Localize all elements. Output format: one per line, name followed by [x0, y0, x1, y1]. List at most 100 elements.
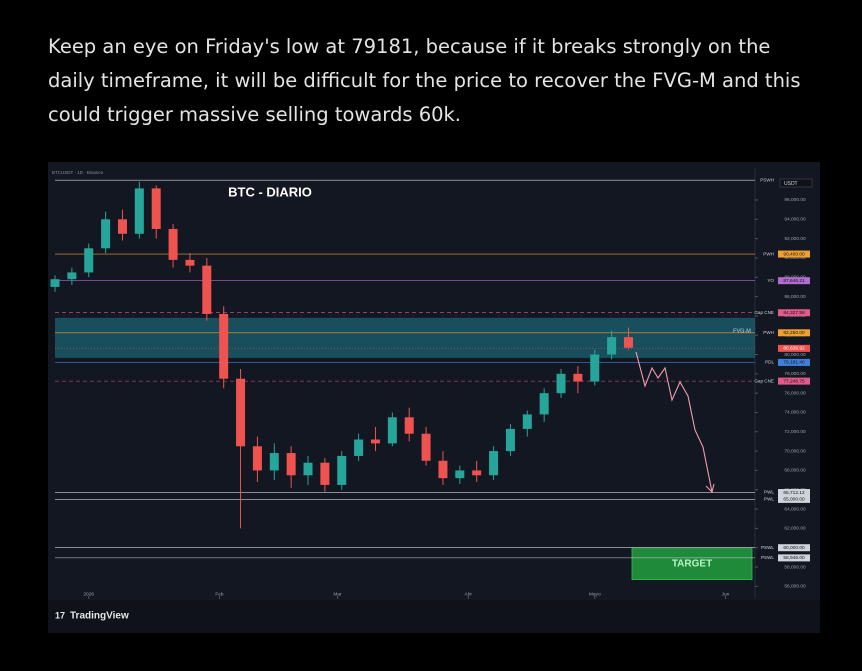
level-box: [778, 377, 810, 385]
candle-body: [286, 453, 296, 476]
tradingview-logo: 17 TradingView: [55, 610, 129, 621]
level-label: 90,400.00: [783, 251, 805, 257]
candle-body: [573, 373, 583, 382]
post-line: could trigger massive selling towards 60…: [48, 103, 462, 126]
level-name: PWH: [763, 330, 774, 335]
chart-title: BTC - DIARIO: [228, 184, 312, 199]
zone-label: FVG-M: [733, 328, 751, 334]
candle-body: [151, 188, 161, 229]
level-label: 82,250.00: [783, 330, 805, 336]
level-box: [778, 250, 810, 258]
candle-body: [623, 337, 633, 348]
chart-footer: [48, 600, 820, 633]
candle-body: [320, 462, 330, 485]
level-name: PWH: [763, 251, 774, 256]
candle-body: [202, 265, 212, 314]
price-axis: 56,000.00 58,000.00 60,000.00 62,000.00 64,0…: [83, 177, 810, 599]
candle-body: [337, 455, 347, 485]
candle-body: [67, 272, 77, 280]
level-box: [778, 489, 810, 497]
logo-mark: 17: [55, 610, 65, 620]
candle-body: [590, 354, 600, 382]
level-box: [778, 277, 810, 285]
candle-body: [455, 470, 465, 479]
candle-body: [354, 439, 364, 456]
candle-body: [370, 439, 380, 444]
candle-body: [421, 433, 431, 461]
target-box: [631, 547, 753, 580]
candle-body: [269, 453, 279, 471]
level-name: PSWL: [761, 545, 774, 550]
candle-body: [185, 259, 195, 266]
level-label: 65,712.12: [783, 490, 805, 496]
candle-body: [134, 188, 144, 234]
candle-body: [438, 460, 448, 479]
candle-body: [117, 219, 127, 234]
y-tick-label: 72,000.00: [784, 429, 806, 435]
candle-body: [50, 279, 60, 287]
plot: FVG-M TARGET: [50, 179, 755, 580]
x-tick-label: Mar: [333, 591, 342, 597]
post-line: daily timeframe, it will be difficult fo…: [48, 69, 801, 92]
level-name: Gap CNE: [754, 378, 774, 383]
candle-body: [219, 313, 229, 379]
brand: TradingView: [70, 611, 129, 622]
level-name: PWL: [764, 497, 774, 502]
level-label: 79,181.40: [783, 360, 805, 366]
x-tick-label: Mayo: [589, 591, 601, 597]
level-label: 77,246.75: [783, 378, 805, 384]
x-tick-label: Abr: [465, 591, 473, 597]
y-tick-label: 62,000.00: [784, 526, 806, 532]
y-tick-label: 80,000.00: [784, 352, 806, 358]
level-name: PWL: [764, 490, 774, 495]
candle-body: [505, 428, 515, 452]
y-tick-label: 74,000.00: [784, 410, 806, 416]
candle-body: [489, 451, 499, 476]
x-tick-label: 2026: [83, 591, 94, 597]
level-label: 87,646.21: [783, 278, 805, 284]
y-tick-label: 76,000.00: [784, 390, 806, 396]
y-tick-label: 56,000.00: [784, 584, 806, 590]
y-tick-label: 86,000.00: [784, 294, 806, 300]
y-tick-label: 70,000.00: [784, 448, 806, 454]
level-name: PSWL: [761, 555, 774, 560]
candle-body: [607, 337, 617, 355]
y-tick-label: 64,000.00: [784, 506, 806, 512]
level-label: 58,946.00: [783, 555, 805, 561]
x-tick-label: Jun: [722, 591, 730, 597]
candle-body: [472, 470, 482, 476]
level-name: YO: [767, 278, 774, 283]
level-box: [778, 358, 810, 366]
y-tick-label: 58,000.00: [784, 564, 806, 570]
y-tick-label: 94,000.00: [784, 217, 806, 223]
level-label: 60,000.00: [783, 545, 805, 551]
y-tick-label: 96,000.00: [784, 197, 806, 203]
level-label: 84,327.58: [783, 310, 805, 316]
candle-body: [236, 378, 246, 447]
level-label: 65,000.00: [783, 497, 805, 503]
candle-body: [387, 417, 397, 444]
level-box: [778, 554, 810, 562]
y-tick-label: 92,000.00: [784, 236, 806, 242]
currency: USDT: [784, 181, 798, 187]
post-line: Keep an eye on Friday's low at 79181, be…: [48, 35, 771, 58]
y-tick-label: 78,000.00: [784, 371, 806, 377]
y-tick-label: 68,000.00: [784, 468, 806, 474]
symbol: BTCUSDT · 1D · Binance: [52, 170, 104, 175]
last-price-label: 80,636.92: [783, 346, 805, 352]
candle-body: [252, 446, 262, 471]
candle-body: [522, 414, 532, 429]
candle-body: [539, 393, 549, 415]
fvg-zone: [55, 317, 755, 358]
currency-box: [779, 178, 813, 188]
level-box: [778, 544, 810, 552]
level-name: PDL: [765, 360, 774, 365]
post-text: Keep an eye on Friday's low at 79181, be…: [48, 30, 801, 132]
level-box: [778, 329, 810, 337]
level-box: [778, 309, 810, 317]
x-tick-label: Feb: [215, 591, 224, 597]
candle-body: [168, 228, 178, 260]
candle-body: [84, 248, 94, 273]
